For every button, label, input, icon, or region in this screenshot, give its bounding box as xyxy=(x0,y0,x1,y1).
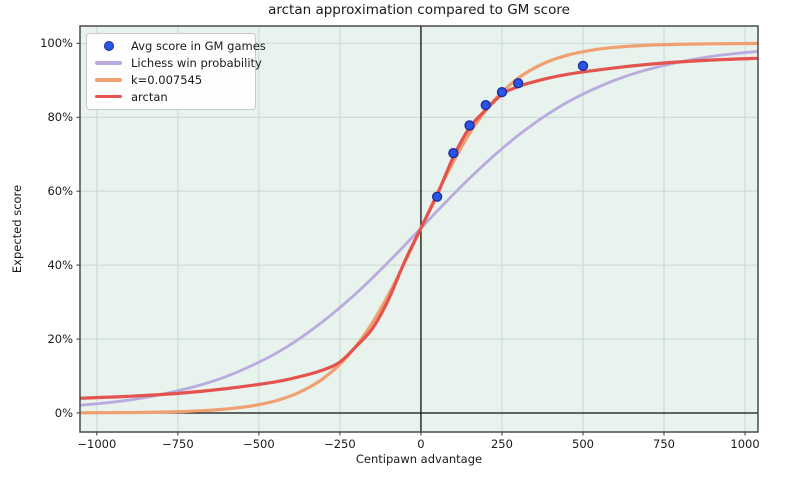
x-tick-label: 250 xyxy=(490,437,513,451)
y-tick-label: 80% xyxy=(47,110,73,125)
legend-marker-icon xyxy=(95,41,122,52)
scatter-point xyxy=(480,99,491,111)
legend-swatch xyxy=(95,78,122,82)
y-tick-label: 100% xyxy=(40,36,73,51)
legend-swatch xyxy=(95,61,122,65)
y-tick-label: 40% xyxy=(47,258,73,273)
legend-label: k=0.007545 xyxy=(131,72,203,87)
legend-swatch xyxy=(103,41,114,52)
scatter-point xyxy=(496,87,508,98)
x-tick-label: −250 xyxy=(324,437,356,451)
x-tick-label: −750 xyxy=(162,437,194,451)
legend-swatch xyxy=(95,94,122,99)
legend: Avg score in GM games Lichess win probabi… xyxy=(86,33,266,110)
chart-title: arctan approximation compared to GM scor… xyxy=(268,2,570,18)
legend-item-arctan: arctan xyxy=(95,89,247,104)
legend-label: Lichess win probability xyxy=(131,56,262,71)
scatter-point xyxy=(464,120,475,131)
x-tick-label: −500 xyxy=(243,437,275,451)
scatter-point xyxy=(513,78,524,89)
legend-label: Avg score in GM games xyxy=(131,39,266,54)
scatter-point xyxy=(431,191,443,202)
plot-border xyxy=(79,25,759,433)
x-tick-label: 0 xyxy=(417,437,425,451)
legend-line-icon xyxy=(95,94,122,99)
legend-item-k-0-007545: k=0.007545 xyxy=(95,72,247,87)
scatter-point xyxy=(448,147,459,159)
x-tick-label: 1000 xyxy=(730,437,760,451)
scatter-point xyxy=(577,60,589,72)
x-tick-label: 500 xyxy=(572,437,594,451)
x-axis-label: Centipawn advantage xyxy=(355,452,483,466)
legend-label: arctan xyxy=(131,89,168,104)
x-tick-label: −1000 xyxy=(77,437,117,451)
legend-item-avg-score-in-gm-games: Avg score in GM games xyxy=(95,39,266,54)
series-line-arctan xyxy=(80,56,758,400)
y-tick-label: 0% xyxy=(54,405,73,420)
y-tick-label: 60% xyxy=(47,184,73,199)
legend-item-lichess-win-probability: Lichess win probability xyxy=(95,56,262,71)
y-tick-label: 20% xyxy=(47,332,73,347)
x-tick-label: 750 xyxy=(653,437,675,451)
legend-line-icon xyxy=(95,61,122,65)
legend-line-icon xyxy=(95,78,122,82)
